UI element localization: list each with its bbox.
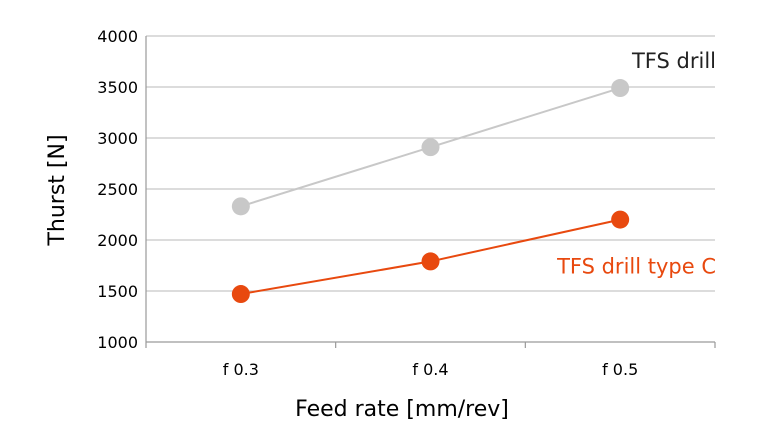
data-point — [231, 285, 250, 304]
y-tick-label: 4000 — [97, 27, 138, 46]
y-tick-label: 3500 — [97, 78, 138, 97]
data-point — [421, 252, 440, 271]
y-tick-label: 1000 — [97, 333, 138, 352]
x-tick-label: f 0.4 — [412, 360, 448, 379]
y-tick-label: 2000 — [97, 231, 138, 250]
series-0: TFS drill — [231, 49, 716, 216]
x-axis-title: Feed rate [mm/rev] — [295, 397, 509, 422]
axes — [145, 36, 716, 348]
data-point — [611, 210, 630, 229]
series: TFS drill TFS drill type C — [231, 49, 716, 304]
data-point — [421, 138, 440, 157]
y-axis-title: Thurst [N] — [45, 134, 70, 246]
x-tick-label: f 0.3 — [223, 360, 259, 379]
y-tick-labels: 1000 1500 2000 2500 3000 3500 4000 — [97, 27, 138, 352]
y-tick-label: 1500 — [97, 282, 138, 301]
data-point — [611, 79, 630, 98]
series-label: TFS drill type C — [556, 255, 716, 279]
y-tick-label: 2500 — [97, 180, 138, 199]
data-point — [231, 197, 250, 216]
series-label: TFS drill — [631, 49, 716, 73]
x-tick-label: f 0.5 — [602, 360, 638, 379]
grid-lines — [146, 35, 715, 292]
x-tick-labels: f 0.3 f 0.4 f 0.5 — [223, 360, 639, 379]
y-tick-label: 3000 — [97, 129, 138, 148]
series-1: TFS drill type C — [231, 210, 716, 304]
